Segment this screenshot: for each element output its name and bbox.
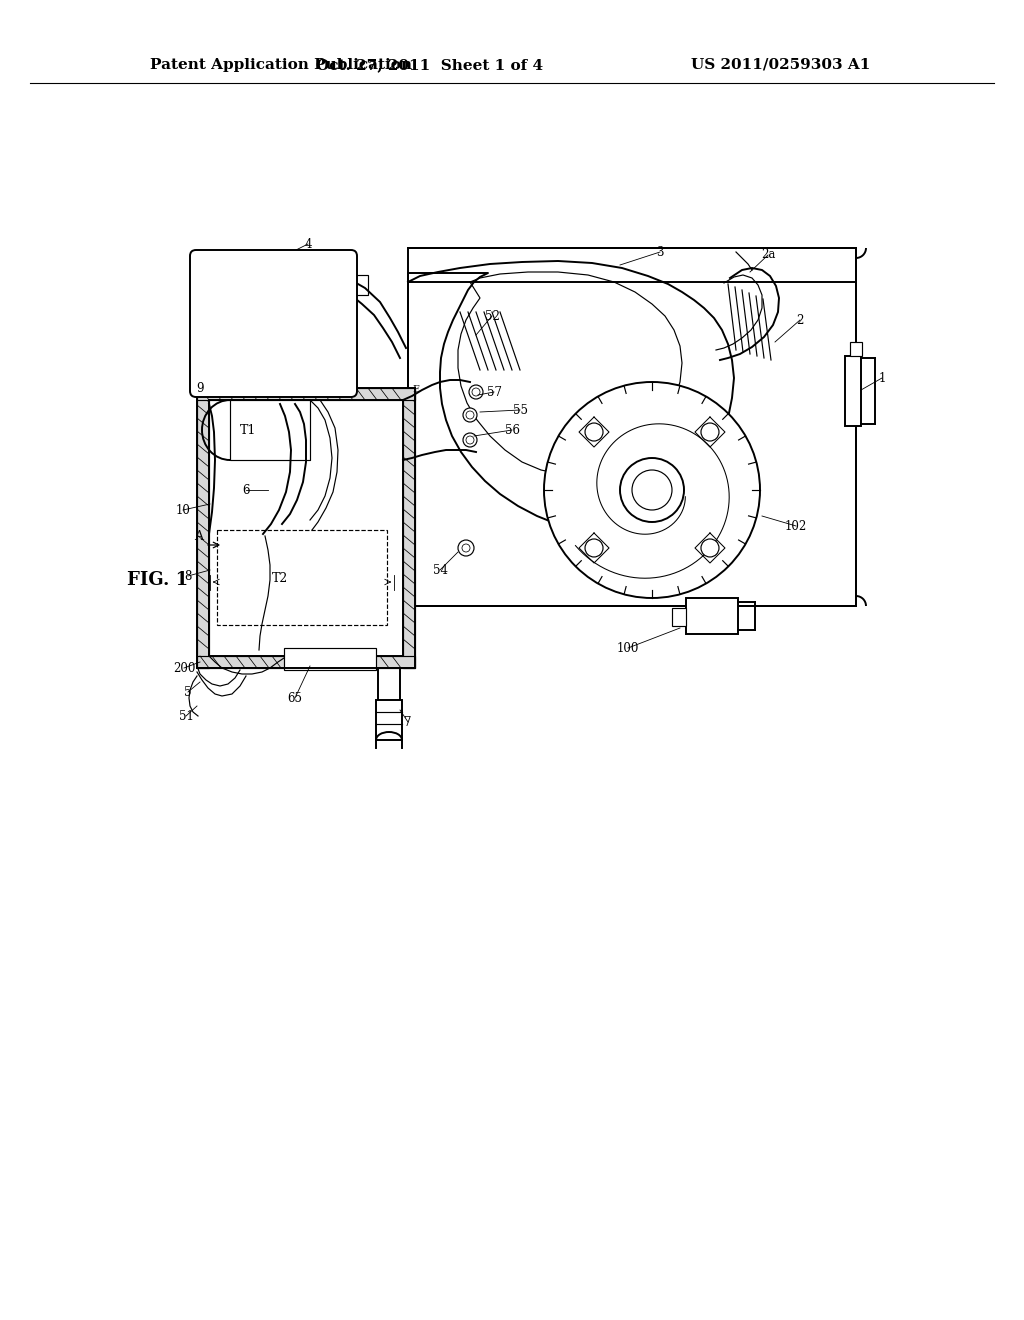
- Text: 6: 6: [243, 483, 250, 496]
- Circle shape: [585, 539, 603, 557]
- Text: 100: 100: [616, 642, 639, 655]
- Text: 8: 8: [184, 569, 191, 582]
- Text: 102: 102: [784, 520, 807, 532]
- Bar: [376, 700, 402, 741]
- Text: Patent Application Publication: Patent Application Publication: [150, 58, 412, 73]
- Circle shape: [701, 422, 719, 441]
- Text: T1: T1: [240, 424, 256, 437]
- Bar: [850, 342, 862, 356]
- Text: 3: 3: [656, 246, 664, 259]
- Bar: [284, 648, 376, 671]
- Bar: [350, 275, 368, 294]
- Text: E: E: [413, 385, 420, 395]
- Circle shape: [458, 540, 474, 556]
- Circle shape: [701, 539, 719, 557]
- Text: 200: 200: [173, 661, 196, 675]
- Bar: [217, 531, 387, 624]
- Bar: [686, 598, 738, 634]
- Bar: [197, 656, 415, 668]
- Bar: [408, 248, 856, 606]
- Text: FIG. 1: FIG. 1: [127, 572, 188, 589]
- Bar: [403, 388, 415, 668]
- Text: T2: T2: [272, 572, 288, 585]
- Text: 1: 1: [879, 371, 886, 384]
- Text: 7: 7: [404, 715, 412, 729]
- Text: Oct. 27, 2011  Sheet 1 of 4: Oct. 27, 2011 Sheet 1 of 4: [316, 58, 544, 73]
- Bar: [197, 388, 209, 668]
- Circle shape: [462, 544, 470, 552]
- Text: 2a: 2a: [761, 248, 775, 261]
- Circle shape: [463, 433, 477, 447]
- Text: 5: 5: [184, 685, 191, 698]
- Text: A: A: [195, 531, 204, 544]
- Bar: [845, 356, 861, 426]
- Circle shape: [466, 411, 474, 418]
- Text: 9: 9: [197, 381, 204, 395]
- Bar: [230, 400, 310, 459]
- Circle shape: [472, 388, 480, 396]
- Text: 51: 51: [178, 710, 194, 722]
- Circle shape: [620, 458, 684, 521]
- Text: 56: 56: [505, 424, 519, 437]
- Circle shape: [632, 470, 672, 510]
- Bar: [672, 609, 686, 626]
- Text: 52: 52: [484, 309, 500, 322]
- Circle shape: [469, 385, 483, 399]
- Text: 2: 2: [797, 314, 804, 326]
- Text: 10: 10: [175, 503, 190, 516]
- Bar: [197, 388, 415, 400]
- FancyBboxPatch shape: [190, 249, 357, 397]
- Circle shape: [466, 436, 474, 444]
- Circle shape: [463, 408, 477, 422]
- Circle shape: [544, 381, 760, 598]
- Text: 55: 55: [512, 404, 527, 417]
- Text: 54: 54: [432, 564, 447, 577]
- Text: 4: 4: [304, 238, 311, 251]
- Text: US 2011/0259303 A1: US 2011/0259303 A1: [690, 58, 870, 73]
- Text: 57: 57: [486, 385, 502, 399]
- Text: 65: 65: [288, 692, 302, 705]
- Circle shape: [585, 422, 603, 441]
